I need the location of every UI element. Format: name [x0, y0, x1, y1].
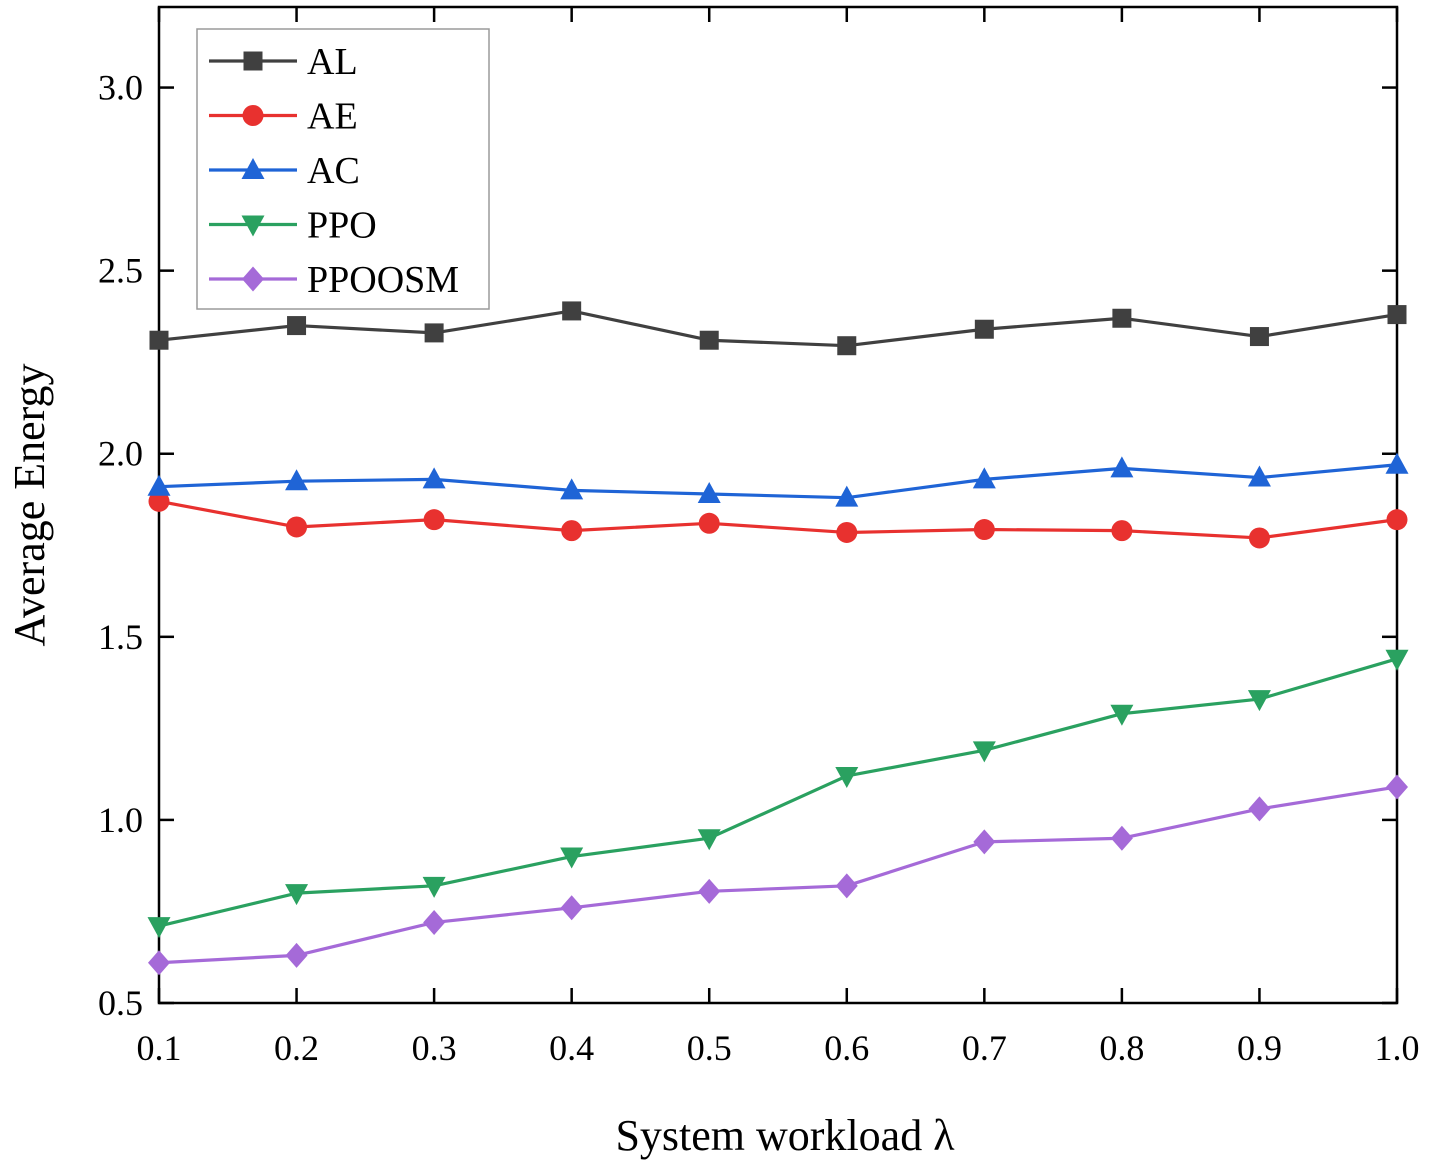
y-tick-label: 1.5: [98, 617, 143, 657]
series-ppo: [147, 649, 1409, 939]
data-point-ppoosm: [698, 878, 721, 904]
axes: 0.1 0.2 0.3 0.4 0.5 0.6 0.7 0.8 0.9 1.0 0.5 1.0 1.5 2…: [98, 5, 1420, 1068]
data-point-ac: [147, 474, 171, 496]
y-axis-title: Average Energy: [5, 363, 54, 646]
data-point-ac: [972, 467, 996, 489]
x-tick-label: 0.9: [1237, 1028, 1282, 1068]
y-tick-label: 2.5: [98, 251, 143, 291]
data-point-ppo: [285, 884, 309, 906]
data-point-ac: [560, 478, 584, 500]
x-tick-label: 0.6: [824, 1028, 869, 1068]
data-point-ppo: [422, 876, 446, 898]
data-point-ae: [836, 521, 858, 543]
legend-item-ppoosm: PPOOSM: [209, 259, 459, 301]
y-tick-label: 3.0: [98, 68, 143, 108]
data-point-ac: [835, 485, 859, 507]
data-point-al: [1249, 327, 1269, 347]
data-point-ac: [1110, 456, 1134, 478]
data-point-ae: [1386, 509, 1408, 531]
series-ppoosm: [148, 774, 1408, 976]
data-point-ae: [698, 512, 720, 534]
data-point-al: [1112, 308, 1132, 328]
x-tick-label: 1.0: [1375, 1028, 1420, 1068]
data-point-ppoosm: [560, 895, 583, 921]
data-point-ae: [561, 520, 583, 542]
data-point-ppo: [835, 766, 859, 788]
data-point-ppoosm: [148, 950, 170, 976]
data-point-ae: [973, 519, 995, 541]
data-point-al: [287, 316, 307, 336]
data-point-ae: [423, 509, 445, 531]
legend-marker: [242, 266, 264, 292]
data-point-ppo: [1247, 690, 1271, 712]
data-point-ppoosm: [1248, 796, 1271, 822]
data-point-al: [149, 330, 169, 350]
data-point-al: [424, 323, 444, 343]
legend-marker: [243, 51, 263, 71]
data-point-al: [699, 330, 719, 350]
y-tick-label: 2.0: [98, 434, 143, 474]
data-point-al: [562, 301, 582, 321]
data-point-ac: [697, 482, 721, 504]
x-tick-label: 0.3: [412, 1028, 457, 1068]
series-line-al: [158, 309, 1398, 348]
x-tick-label: 0.1: [137, 1028, 182, 1068]
data-point-ppoosm: [285, 942, 308, 968]
x-axis-title: System workload λ: [615, 1111, 955, 1160]
data-point-ae: [1248, 527, 1270, 549]
legend-label: PPO: [307, 205, 377, 247]
x-tick-label: 0.8: [1099, 1028, 1144, 1068]
data-point-ac: [1385, 452, 1409, 474]
legend-label: PPOOSM: [307, 259, 459, 301]
data-point-al: [1387, 305, 1407, 325]
data-point-ppoosm: [1110, 825, 1133, 851]
series-line-ppo: [158, 657, 1398, 928]
data-point-ppo: [147, 917, 171, 939]
x-tick-label: 0.2: [274, 1028, 319, 1068]
data-point-ppoosm: [835, 873, 858, 899]
x-tick-label: 0.4: [549, 1028, 594, 1068]
legend-marker: [242, 105, 264, 126]
legend-item-ppo: PPO: [209, 205, 377, 247]
legend-item-ac: AC: [209, 150, 360, 192]
series-al: [149, 301, 1407, 356]
series-line-ae: [158, 499, 1398, 540]
legend-item-al: AL: [209, 41, 358, 83]
legend-label: AE: [307, 96, 358, 138]
legend-item-ae: AE: [209, 96, 358, 138]
series-ae: [148, 490, 1408, 549]
data-point-al: [974, 319, 994, 339]
data-point-ppo: [560, 847, 584, 869]
data-point-ac: [422, 467, 446, 489]
x-tick-label: 0.7: [962, 1028, 1007, 1068]
data-point-ppo: [1385, 649, 1409, 671]
data-point-al: [837, 336, 857, 356]
series-layer: [147, 301, 1409, 976]
x-tick-label: 0.5: [687, 1028, 732, 1068]
series-line-ppoosm: [158, 785, 1398, 965]
data-point-ppoosm: [1386, 774, 1408, 800]
data-point-ppo: [697, 829, 721, 851]
y-tick-label: 1.0: [98, 800, 143, 840]
data-point-ae: [286, 516, 308, 538]
legend-label: AL: [307, 41, 358, 83]
data-point-ppo: [1110, 704, 1134, 726]
data-point-ppo: [972, 741, 996, 763]
data-point-ppoosm: [423, 909, 446, 935]
data-point-ae: [148, 490, 170, 512]
legend-label: AC: [307, 150, 360, 192]
data-point-ppoosm: [973, 829, 996, 855]
data-point-ac: [285, 469, 309, 491]
data-point-ac: [1247, 465, 1271, 487]
legend-marker: [241, 215, 265, 237]
legend: AL AE AC PPO PPOOSM: [196, 28, 490, 310]
legend-marker: [241, 158, 265, 179]
y-tick-label: 0.5: [98, 983, 143, 1023]
series-line-ac: [158, 463, 1398, 500]
data-point-ae: [1111, 520, 1133, 542]
series-ac: [147, 452, 1409, 507]
